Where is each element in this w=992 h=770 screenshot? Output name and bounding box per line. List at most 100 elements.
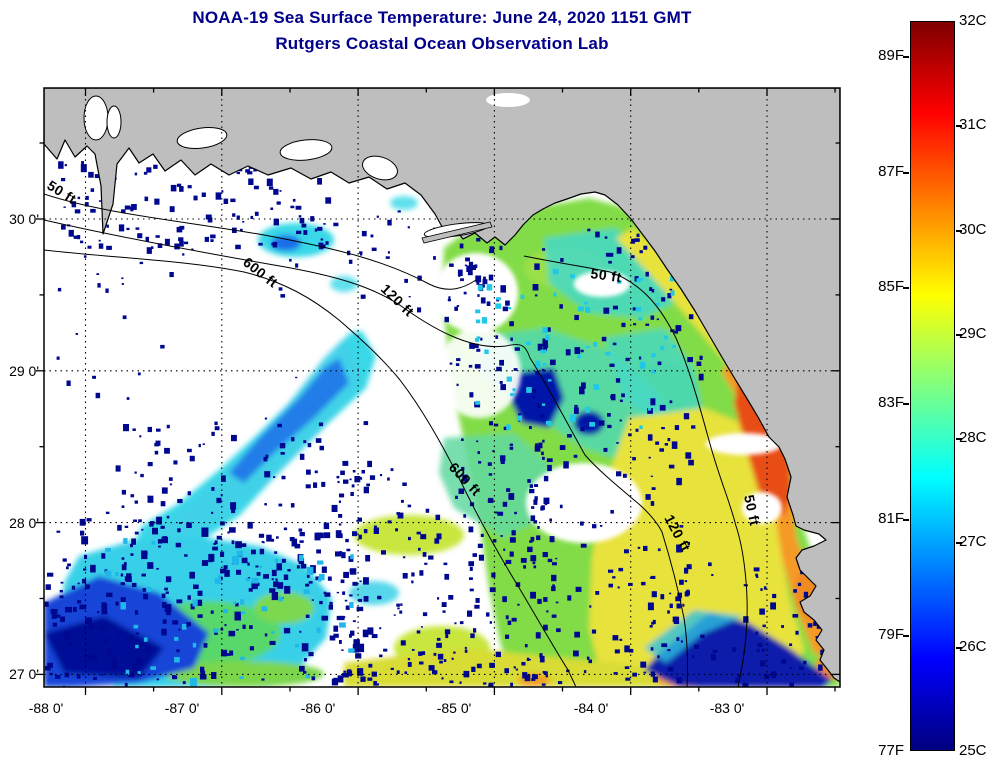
speckle — [495, 651, 501, 658]
contour-label-50ft-s: 50 ft — [741, 493, 763, 527]
speckle — [639, 361, 646, 369]
speckle — [360, 676, 366, 682]
speckle — [651, 289, 655, 293]
speckle — [336, 475, 340, 479]
colorbar-tick — [956, 334, 962, 336]
speckle — [134, 610, 139, 615]
speckle — [296, 565, 300, 569]
speckle — [407, 662, 412, 667]
speckle — [126, 397, 130, 400]
speckle — [373, 681, 377, 686]
speckle — [177, 499, 183, 504]
speckle — [154, 450, 159, 455]
speckle — [94, 174, 100, 179]
speckle — [407, 658, 411, 661]
speckle — [253, 185, 259, 190]
land-mass — [44, 88, 840, 683]
speckle — [506, 488, 511, 492]
speckle — [230, 198, 236, 203]
colorbar-celsius-label: 31C — [959, 116, 987, 133]
speckle — [556, 628, 561, 633]
speckle — [120, 597, 126, 603]
speckle — [647, 434, 653, 441]
speckle — [268, 186, 274, 190]
speckle — [648, 456, 651, 459]
speckle — [676, 677, 683, 684]
speckle — [645, 271, 649, 277]
speckle — [266, 534, 272, 542]
speckle — [145, 236, 149, 242]
speckle — [235, 244, 241, 250]
speckle — [476, 336, 481, 340]
speckle — [361, 230, 367, 237]
colorbar-tick — [956, 542, 962, 544]
speckle — [68, 229, 74, 237]
speckle — [616, 279, 622, 284]
speckle — [541, 505, 545, 510]
speckle — [650, 647, 654, 651]
speckle — [106, 224, 109, 228]
speckle — [141, 528, 144, 531]
speckle — [514, 347, 520, 351]
speckle — [173, 460, 178, 465]
speckle — [291, 538, 298, 547]
speckle — [273, 476, 276, 478]
speckle — [533, 520, 538, 524]
speckle — [469, 588, 474, 592]
speckle — [176, 226, 183, 233]
speckle — [687, 357, 693, 363]
map-border — [43, 87, 841, 688]
speckle — [65, 606, 72, 613]
speckle — [745, 584, 748, 587]
speckle — [280, 452, 285, 455]
speckle — [380, 474, 383, 477]
speckle — [612, 305, 618, 310]
speckle — [358, 598, 363, 602]
speckle — [269, 588, 276, 593]
speckle — [329, 601, 333, 606]
speckle — [532, 561, 536, 565]
speckle — [371, 247, 377, 251]
speckle — [424, 562, 428, 565]
speckle — [557, 681, 563, 685]
speckle — [473, 628, 477, 633]
speckle — [303, 230, 308, 235]
cloud-blob — [437, 328, 521, 418]
speckle — [613, 672, 618, 675]
colorbar-tick — [956, 647, 962, 649]
speckle — [329, 635, 336, 641]
speckle — [510, 682, 513, 687]
bay — [279, 139, 333, 161]
speckle — [339, 493, 345, 498]
speckle — [156, 568, 159, 570]
speckle — [202, 443, 205, 445]
speckle — [130, 543, 133, 548]
speckle — [527, 479, 531, 483]
speckle — [240, 656, 245, 661]
speckle — [235, 541, 242, 549]
speckle — [85, 195, 89, 200]
speckle — [652, 619, 656, 625]
speckle — [354, 639, 360, 646]
speckle — [502, 596, 507, 603]
speckle — [396, 603, 400, 607]
speckle — [657, 361, 662, 366]
speckle — [315, 576, 321, 581]
speckle — [522, 672, 528, 679]
speckle — [287, 569, 291, 572]
speckle — [489, 249, 494, 253]
speckle — [298, 558, 305, 565]
speckle — [632, 307, 636, 311]
speckle — [269, 640, 276, 645]
speckle — [650, 315, 655, 320]
speckle — [553, 292, 557, 297]
speckle — [314, 532, 321, 541]
colorbar-tick — [956, 230, 962, 232]
speckle — [455, 495, 458, 499]
speckle — [221, 475, 226, 482]
speckle — [128, 635, 133, 640]
colorbar-celsius-label: 28C — [959, 429, 987, 446]
speckle — [420, 626, 423, 628]
speckle — [432, 670, 438, 675]
speckle — [365, 555, 371, 562]
